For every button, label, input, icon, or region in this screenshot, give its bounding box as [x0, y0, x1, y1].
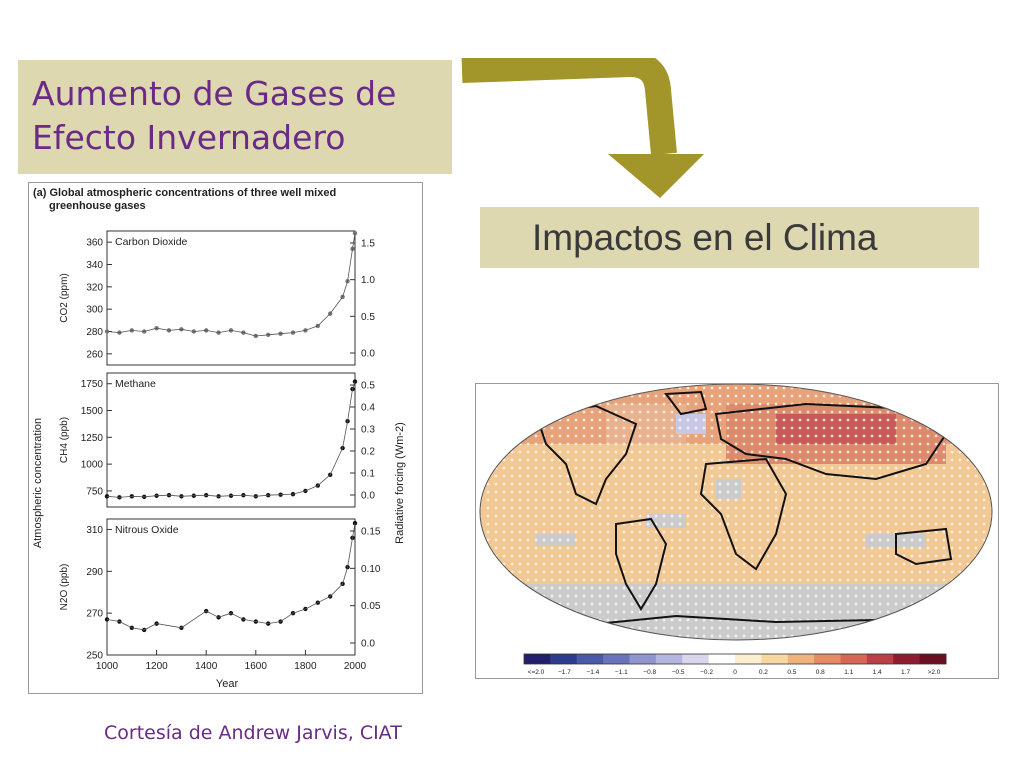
colorbar-tick-label: 1.4 [873, 669, 882, 676]
colorbar-tick-label: −1.4 [586, 669, 599, 676]
y2-label: Radiative forcing (Wm-2) [394, 422, 406, 544]
panel-title: Nitrous Oxide [115, 524, 179, 536]
colorbar-tick-label: −0.5 [672, 669, 685, 676]
x-tick-label: 1600 [245, 661, 268, 672]
y-tick-label: 750 [86, 486, 103, 497]
x-tick-label: 2000 [344, 661, 367, 672]
colorbar-swatch [629, 654, 657, 664]
y2-tick-label: 0.2 [361, 447, 375, 458]
colorbar-swatch [603, 654, 630, 664]
colorbar-swatch [787, 654, 815, 664]
y2-tick-label: 0.4 [361, 403, 375, 414]
y2-tick-label: 0.15 [361, 527, 381, 538]
series-line [106, 523, 356, 631]
y-tick-label: 300 [86, 305, 103, 316]
colorbar-tick-label: 0.5 [787, 669, 796, 676]
colorbar-swatch [708, 654, 736, 664]
colorbar-tick-label: −0.8 [643, 669, 656, 676]
colorbar-tick-label: 1.7 [901, 669, 910, 676]
y-tick-label: 1250 [81, 433, 104, 444]
colorbar-swatch [893, 654, 921, 664]
y-tick-label: 310 [86, 525, 103, 536]
colorbar-swatch [814, 654, 841, 664]
y-tick-label: 290 [86, 567, 103, 578]
gas-panel: Carbon Dioxide CO2 (ppm) 260 280 300 320 340 36… [59, 230, 375, 366]
title-box: Aumento de Gases de Efecto Invernadero [18, 60, 452, 174]
x-tick-label: 1000 [96, 661, 119, 672]
x-tick-label: 1800 [294, 661, 317, 672]
colorbar-tick-label: 0.2 [759, 669, 768, 676]
colorbar-swatch [866, 654, 894, 664]
colorbar-tick-label: 0.8 [816, 669, 825, 676]
panel-ylabel: N2O (ppb) [59, 564, 70, 611]
y-tick-label: 1000 [81, 460, 104, 471]
shared-ylabel: Atmospheric concentration [32, 418, 44, 548]
y2-tick-label: 0.3 [361, 425, 375, 436]
data-point [104, 494, 110, 499]
x-axis-label: Year [216, 678, 239, 690]
y2-tick-label: 0.05 [361, 601, 381, 612]
y-tick-label: 280 [86, 327, 103, 338]
colorbar-tick-label: 1.1 [844, 669, 853, 676]
colorbar-swatch [524, 654, 551, 664]
y-tick-label: 340 [86, 260, 103, 271]
impact-box: Impactos en el Clima [480, 207, 979, 268]
colorbar-swatch [919, 654, 947, 664]
y-tick-label: 260 [86, 349, 103, 360]
y2-tick-label: 0.1 [361, 469, 375, 480]
colorbar-tick-label: 0 [733, 669, 737, 676]
map-colorbar: <=2.0 −1.7 −1.4 −1.1 −0.8 −0.5 −0.2 0 0.2 0.5 0.8 1… [523, 653, 947, 676]
colorbar-swatch [550, 654, 578, 664]
colorbar-swatch [840, 654, 868, 664]
y2-tick-label: 0.5 [361, 312, 375, 323]
colorbar-tick-label: >2.0 [928, 669, 941, 676]
colorbar-tick-label: −1.1 [615, 669, 628, 676]
y2-tick-label: 1.5 [361, 239, 375, 250]
impact-label: Impactos en el Clima [532, 217, 878, 258]
x-tick-label: 1200 [145, 661, 168, 672]
temperature-map: <=2.0 −1.7 −1.4 −1.1 −0.8 −0.5 −0.2 0 0.2 0.5 0.8 1… [475, 383, 999, 679]
data-point [352, 520, 358, 526]
y2-tick-label: 0.5 [361, 381, 375, 392]
y-tick-label: 250 [86, 651, 103, 662]
colorbar-tick-label: −0.2 [700, 669, 713, 676]
series-line [106, 381, 356, 498]
figure-heading: (a) Global atmospheric concentrations of… [33, 187, 339, 212]
panel-frame [106, 518, 356, 656]
y-tick-label: 360 [86, 238, 103, 249]
slide-title: Aumento de Gases de Efecto Invernadero [32, 74, 397, 157]
y-tick-label: 1500 [81, 406, 104, 417]
panel-title: Methane [115, 378, 156, 390]
panel-ylabel: CO2 (ppm) [59, 273, 70, 322]
gas-panel: Methane CH4 (ppb) 750 1000 1250 1500 1750 0.0 0.… [59, 372, 375, 508]
y-tick-label: 270 [86, 609, 103, 620]
panel-frame [106, 372, 356, 508]
colorbar-swatch [655, 654, 683, 664]
greenhouse-gases-figure: (a) Global atmospheric concentrations of… [28, 182, 423, 694]
gas-panel: Nitrous Oxide N2O (ppb) 250 270 290 310 0.0 0.0… [59, 518, 381, 662]
colorbar-tick-label: <=2.0 [528, 669, 545, 676]
y-tick-label: 1750 [81, 379, 104, 390]
colorbar-tick-label: −1.7 [558, 669, 571, 676]
arrow-down-right-icon [461, 58, 704, 198]
y2-tick-label: 0.0 [361, 639, 375, 650]
y-tick-label: 320 [86, 282, 103, 293]
y2-tick-label: 0.0 [361, 349, 375, 360]
colorbar-swatch [682, 654, 710, 664]
y2-tick-label: 0.10 [361, 564, 381, 575]
data-point [352, 379, 358, 384]
panel-title: Carbon Dioxide [115, 236, 188, 248]
colorbar-swatch [576, 654, 604, 664]
y2-tick-label: 0.0 [361, 491, 375, 502]
colorbar-swatch [761, 654, 789, 664]
x-tick-label: 1400 [195, 661, 218, 672]
credit-text: Cortesía de Andrew Jarvis, CIAT [104, 722, 402, 744]
colorbar-swatch [735, 654, 762, 664]
panel-frame [106, 230, 356, 366]
colorbar-frame [523, 653, 947, 665]
panel-ylabel: CH4 (ppb) [59, 417, 70, 463]
series-line [106, 233, 356, 337]
y2-tick-label: 1.0 [361, 275, 375, 286]
